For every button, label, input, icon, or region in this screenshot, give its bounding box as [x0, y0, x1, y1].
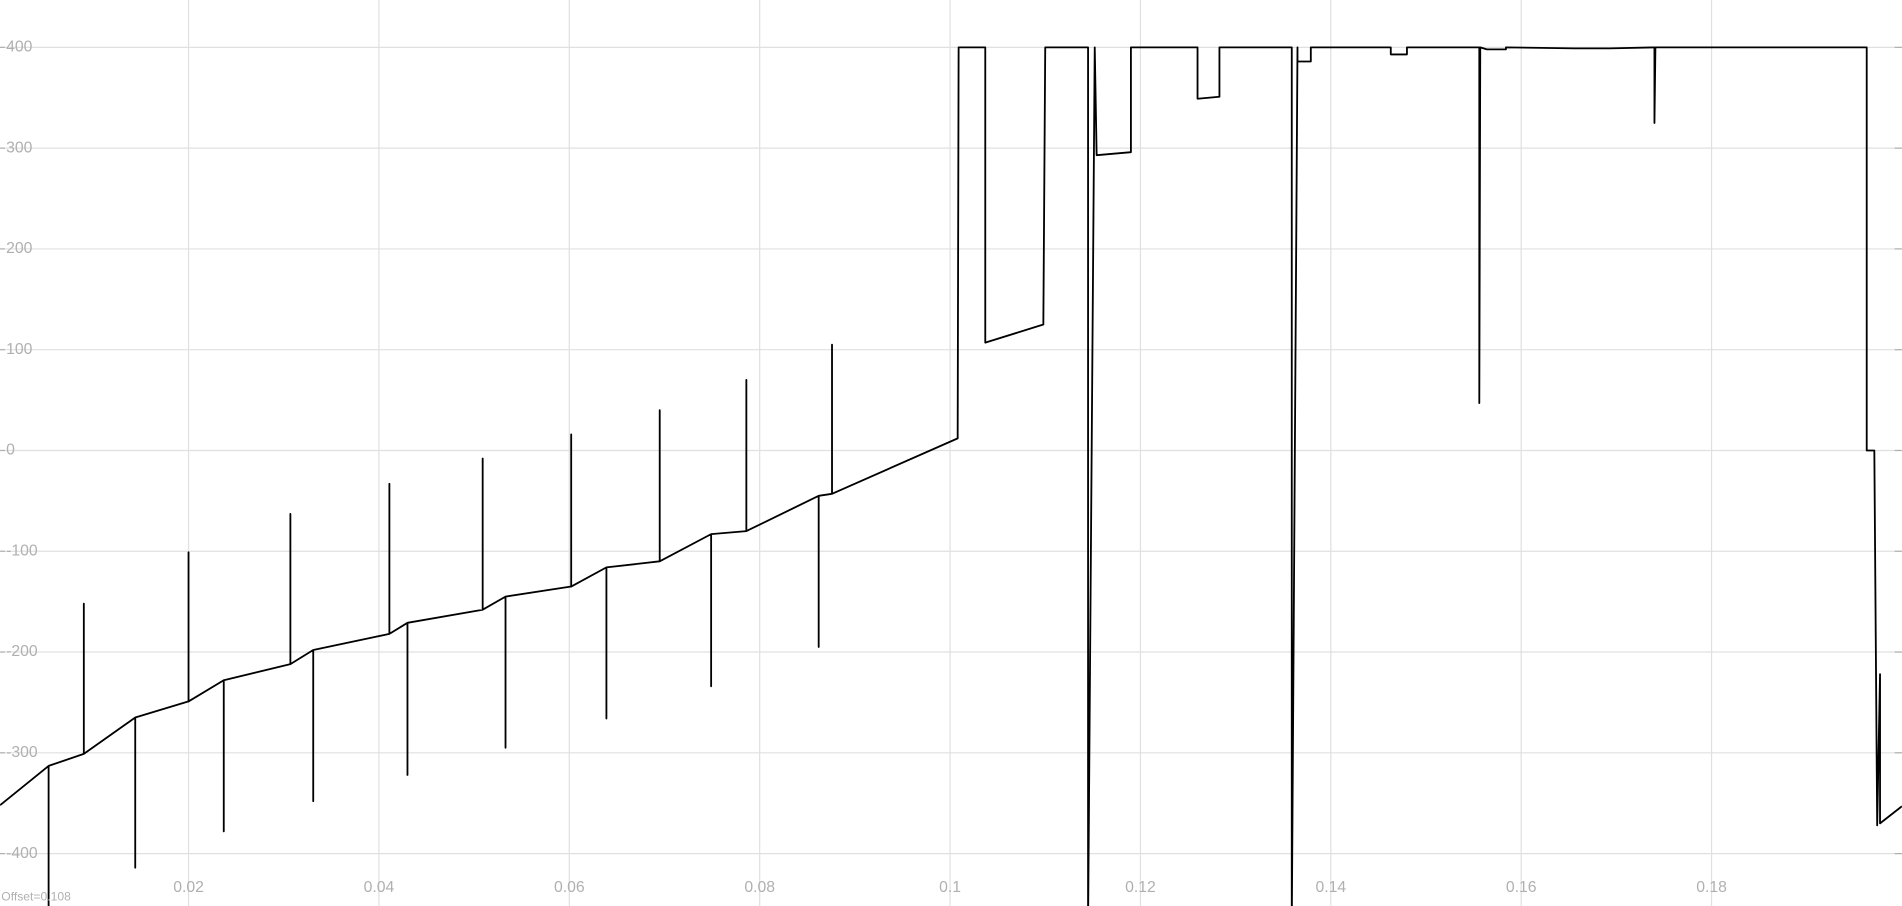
x-tick-label: 0.12: [1125, 879, 1156, 896]
y-tick-label: -100: [6, 542, 38, 559]
x-tick-label: 0.1: [939, 879, 961, 896]
x-tick-label: 0.02: [173, 879, 204, 896]
plot-area: [0, 46, 1902, 906]
y-tick-label: -300: [6, 744, 38, 761]
y-tick-label: 200: [6, 240, 33, 257]
y-tick-label: -400: [6, 845, 38, 862]
x-tick-label: 0.08: [744, 879, 775, 896]
x-tick-label: 0.14: [1315, 879, 1346, 896]
data-line: [0, 46, 1902, 906]
x-tick-label: 0.04: [364, 879, 395, 896]
x-tick-label: 0.16: [1506, 879, 1537, 896]
y-tick-label: 100: [6, 341, 33, 358]
y-tick-label: -200: [6, 643, 38, 660]
x-tick-label: 0.06: [554, 879, 585, 896]
y-tick-label: 0: [6, 442, 15, 459]
x-tick-label: 0.18: [1696, 879, 1727, 896]
y-tick-label: 300: [6, 139, 33, 156]
y-tick-label: 400: [6, 39, 33, 56]
offset-annotation: Offset=0.108: [1, 890, 71, 904]
